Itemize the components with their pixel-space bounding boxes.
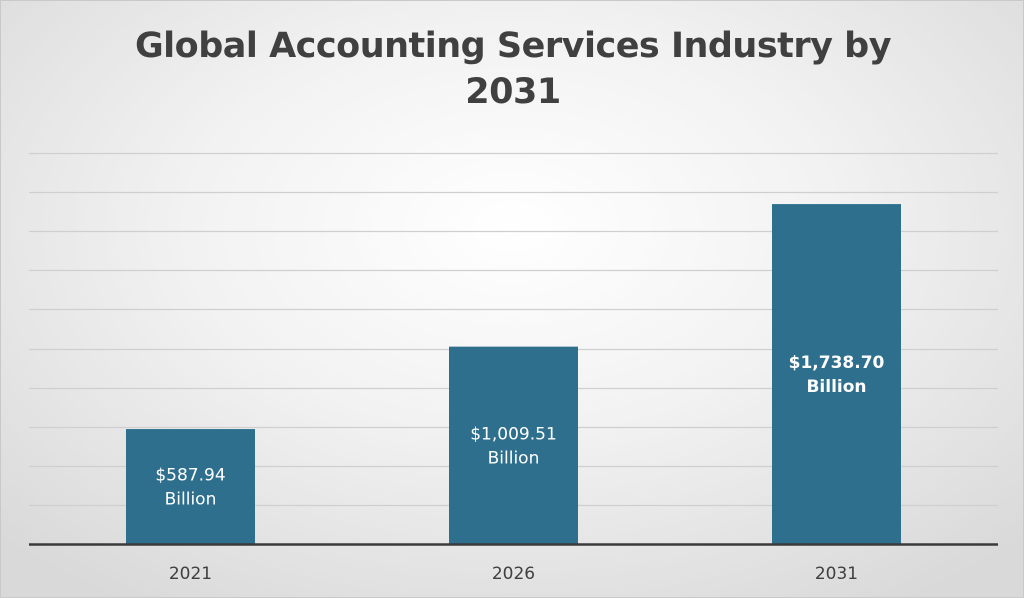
bars bbox=[126, 204, 901, 544]
x-tick-label: 2026 bbox=[492, 564, 535, 584]
data-labels: $587.94 Billion $1,009.51 Billion $1,738.70 B… bbox=[155, 353, 884, 509]
x-tick-labels: 2021 2026 2031 bbox=[169, 564, 858, 584]
chart-title: Global Accounting Services Industry by 2… bbox=[134, 26, 892, 112]
data-label-unit: Billion bbox=[165, 490, 217, 510]
bar-2021 bbox=[126, 429, 255, 544]
data-label-value: $587.94 bbox=[155, 466, 225, 486]
bar-2026 bbox=[449, 346, 578, 544]
bar-2031 bbox=[772, 204, 901, 544]
data-label-value: $1,738.70 bbox=[789, 353, 885, 373]
data-label-value: $1,009.51 bbox=[470, 424, 557, 444]
data-label-unit: Billion bbox=[806, 377, 866, 397]
data-label-unit: Billion bbox=[488, 448, 540, 468]
x-tick-label: 2031 bbox=[815, 564, 858, 584]
x-tick-label: 2021 bbox=[169, 564, 212, 584]
